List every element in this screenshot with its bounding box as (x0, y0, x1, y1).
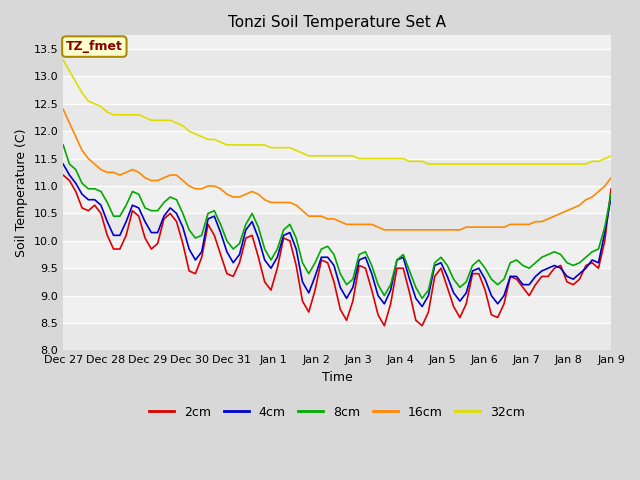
4cm (381, 301, 388, 307)
Text: TZ_fmet: TZ_fmet (66, 40, 123, 53)
Bar (63, 214, 611, 241)
2cm (576, 276, 584, 282)
Bar (63, 49, 611, 76)
Bar (63, 186, 611, 214)
16cm (381, 227, 388, 233)
Line: 8cm: 8cm (63, 145, 611, 299)
X-axis label: Time: Time (322, 371, 353, 384)
4cm (211, 213, 218, 219)
8cm (60, 142, 67, 148)
32cm (60, 57, 67, 63)
8cm (330, 252, 338, 257)
Bar (63, 104, 611, 131)
16cm (60, 107, 67, 112)
Bar (63, 241, 611, 268)
4cm (72, 180, 79, 186)
32cm (381, 156, 388, 161)
8cm (72, 167, 79, 172)
16cm (72, 134, 79, 140)
32cm (211, 137, 218, 143)
Line: 16cm: 16cm (63, 109, 611, 230)
2cm (330, 279, 338, 285)
8cm (607, 192, 615, 197)
Bar (63, 158, 611, 186)
Title: Tonzi Soil Temperature Set A: Tonzi Soil Temperature Set A (228, 15, 446, 30)
Bar (63, 76, 611, 104)
2cm (381, 323, 388, 329)
4cm (576, 271, 584, 276)
16cm (607, 175, 615, 180)
32cm (424, 161, 432, 167)
8cm (211, 208, 218, 214)
Bar (63, 268, 611, 296)
2cm (217, 252, 225, 257)
Line: 4cm: 4cm (63, 164, 611, 307)
32cm (72, 79, 79, 85)
4cm (607, 194, 615, 200)
4cm (419, 304, 426, 310)
2cm (211, 232, 218, 238)
Y-axis label: Soil Temperature (C): Soil Temperature (C) (15, 129, 28, 257)
16cm (387, 227, 394, 233)
8cm (381, 293, 388, 299)
2cm (60, 172, 67, 178)
8cm (419, 296, 426, 301)
2cm (72, 189, 79, 194)
16cm (211, 183, 218, 189)
Line: 32cm: 32cm (63, 60, 611, 164)
32cm (607, 153, 615, 159)
16cm (330, 216, 338, 222)
32cm (330, 153, 338, 159)
4cm (60, 161, 67, 167)
8cm (217, 221, 225, 227)
8cm (576, 260, 584, 265)
32cm (576, 161, 584, 167)
16cm (217, 186, 225, 192)
Legend: 2cm, 4cm, 8cm, 16cm, 32cm: 2cm, 4cm, 8cm, 16cm, 32cm (144, 401, 530, 424)
Bar (63, 131, 611, 158)
32cm (217, 139, 225, 145)
4cm (330, 263, 338, 268)
2cm (387, 301, 394, 307)
Bar (63, 323, 611, 350)
16cm (576, 202, 584, 208)
2cm (607, 186, 615, 192)
4cm (217, 230, 225, 236)
Bar (63, 296, 611, 323)
Line: 2cm: 2cm (63, 175, 611, 326)
